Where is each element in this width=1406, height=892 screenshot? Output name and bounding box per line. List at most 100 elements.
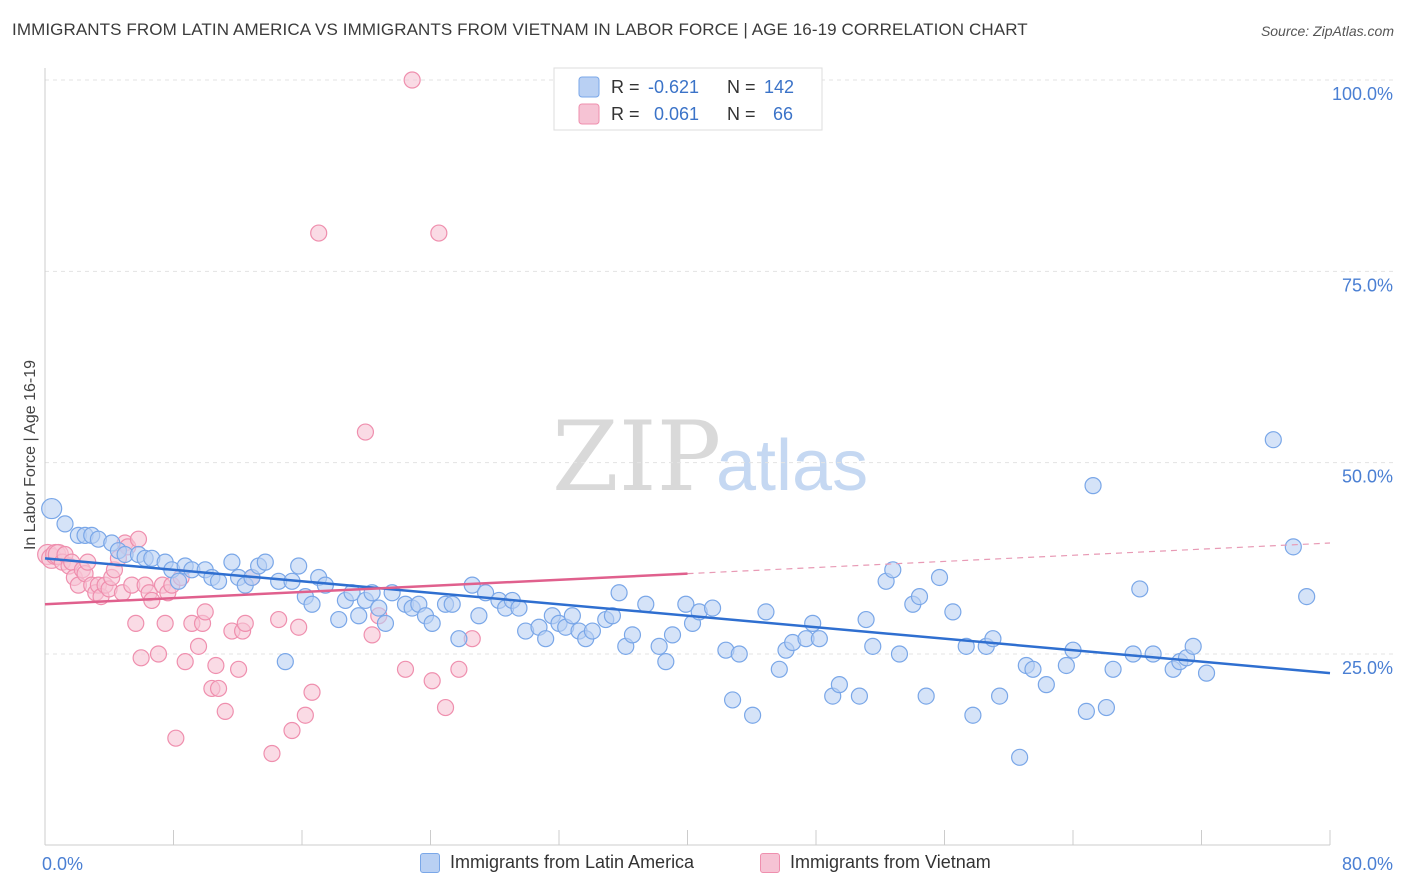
vietnam-point (216, 702, 234, 721)
latin-america-point (1264, 431, 1282, 449)
stats-legend: R = -0.621 N = 142 R = 0.061 N = 66 (553, 67, 823, 131)
latin-america-point (209, 572, 228, 590)
latin-america-point (850, 687, 869, 705)
latin-america-point (910, 587, 929, 606)
latin-america-point (376, 614, 395, 632)
vietnam-point (196, 603, 214, 621)
vietnam-point (229, 660, 248, 678)
vietnam-trend-extension (687, 542, 1331, 575)
latin-america-point (1037, 676, 1055, 694)
latin-america-point (1197, 664, 1216, 682)
legend-r-label-1: R = (611, 77, 640, 97)
source-label: Source: ZipAtlas.com (1260, 23, 1394, 39)
latin-america-point (330, 610, 348, 629)
latin-america-point (256, 553, 274, 571)
legend-swatch-vietnam (578, 103, 600, 125)
latin-america-point (470, 607, 488, 625)
vietnam-point (176, 653, 194, 671)
latin-america-point (41, 497, 63, 520)
vietnam-point (283, 721, 301, 740)
vietnam-point (236, 614, 254, 632)
latin-america-point (930, 568, 949, 587)
latin-america-point (810, 630, 828, 648)
latin-america-point (991, 687, 1009, 705)
legend-r-label-2: R = (611, 104, 640, 124)
latin-america-point (290, 557, 308, 575)
latin-america-point (650, 637, 668, 655)
latin-america-point (276, 653, 294, 671)
y-tick-label: 75.0% (1342, 275, 1393, 295)
latin-america-point (637, 595, 655, 613)
latin-america-point (1104, 660, 1122, 678)
vietnam-point (296, 706, 314, 724)
y-tick-label: 25.0% (1342, 658, 1393, 678)
x-tick-label-min: 0.0% (42, 854, 83, 874)
vietnam-point (430, 224, 448, 242)
latin-america-point (757, 603, 775, 621)
vietnam-point (423, 672, 441, 690)
y-tick-label: 50.0% (1342, 467, 1393, 487)
latin-america-point (744, 706, 762, 724)
latin-america-point (610, 584, 628, 602)
latin-america-point (350, 607, 368, 625)
axes (44, 68, 1331, 846)
latin-america-point (663, 626, 682, 644)
latin-america-point (917, 687, 935, 705)
vietnam-point (356, 423, 375, 441)
latin-america-point (303, 595, 321, 613)
bottom-legend-vietnam: Immigrants from Vietnam (760, 852, 991, 873)
watermark-zip: ZIP (552, 401, 721, 513)
vietnam-point (290, 618, 308, 636)
latin-america-point (964, 706, 982, 724)
gridlines (45, 79, 1395, 655)
latin-america-point (583, 622, 601, 640)
y-tick-label: 100.0% (1332, 84, 1393, 104)
legend-r-value-2: 0.061 (654, 104, 699, 124)
legend-n-label-1: N = (727, 77, 756, 97)
vietnam-point (450, 660, 468, 678)
latin-america-point (1057, 656, 1075, 675)
vietnam-trend-line (44, 572, 688, 606)
latin-america-point (657, 653, 675, 671)
latin-america-point (537, 630, 555, 648)
series-vietnam-points (37, 71, 481, 763)
latin-america-point (703, 599, 722, 617)
latin-america-point (723, 691, 742, 709)
vietnam-point (156, 614, 174, 632)
latin-america-point (443, 595, 461, 613)
latin-america-point (450, 630, 468, 648)
latin-america-point (804, 614, 822, 632)
y-axis-label: In Labor Force | Age 16-19 (22, 360, 39, 550)
legend-n-label-2: N = (727, 104, 756, 124)
latin-america-trend-line (44, 557, 1331, 675)
vietnam-point (436, 698, 455, 717)
chart-title: IMMIGRANTS FROM LATIN AMERICA VS IMMIGRA… (12, 20, 1028, 39)
vietnam-point (189, 637, 208, 655)
vietnam-point (263, 744, 281, 763)
latin-america-point (1024, 660, 1042, 678)
legend-n-value-1: 142 (764, 77, 794, 97)
latin-america-point (1144, 645, 1162, 663)
latin-america-point (1284, 538, 1302, 556)
latin-america-point (510, 599, 528, 617)
vietnam-point (363, 626, 381, 644)
vietnam-point (209, 679, 228, 698)
latin-america-point (1077, 702, 1095, 721)
legend-r-value-1: -0.621 (648, 77, 699, 97)
vietnam-point (396, 660, 415, 678)
watermark-atlas: atlas (716, 426, 868, 506)
tick-labels: 25.0% 50.0% 75.0% 100.0% 0.0% 80.0% (42, 84, 1393, 874)
latin-america-point (857, 610, 875, 629)
latin-america-point (1298, 587, 1316, 606)
vietnam-point (207, 656, 225, 675)
vietnam-point (129, 530, 148, 548)
vietnam-point (149, 645, 168, 663)
latin-america-point (563, 607, 581, 625)
bottom-legend-latin-america: Immigrants from Latin America (420, 852, 694, 873)
vietnam-point (132, 649, 150, 667)
x-tick-label-max: 80.0% (1342, 854, 1393, 874)
latin-america-point (623, 626, 642, 644)
vietnam-point (303, 683, 321, 701)
bottom-legend-swatch-latin-america (420, 852, 440, 873)
